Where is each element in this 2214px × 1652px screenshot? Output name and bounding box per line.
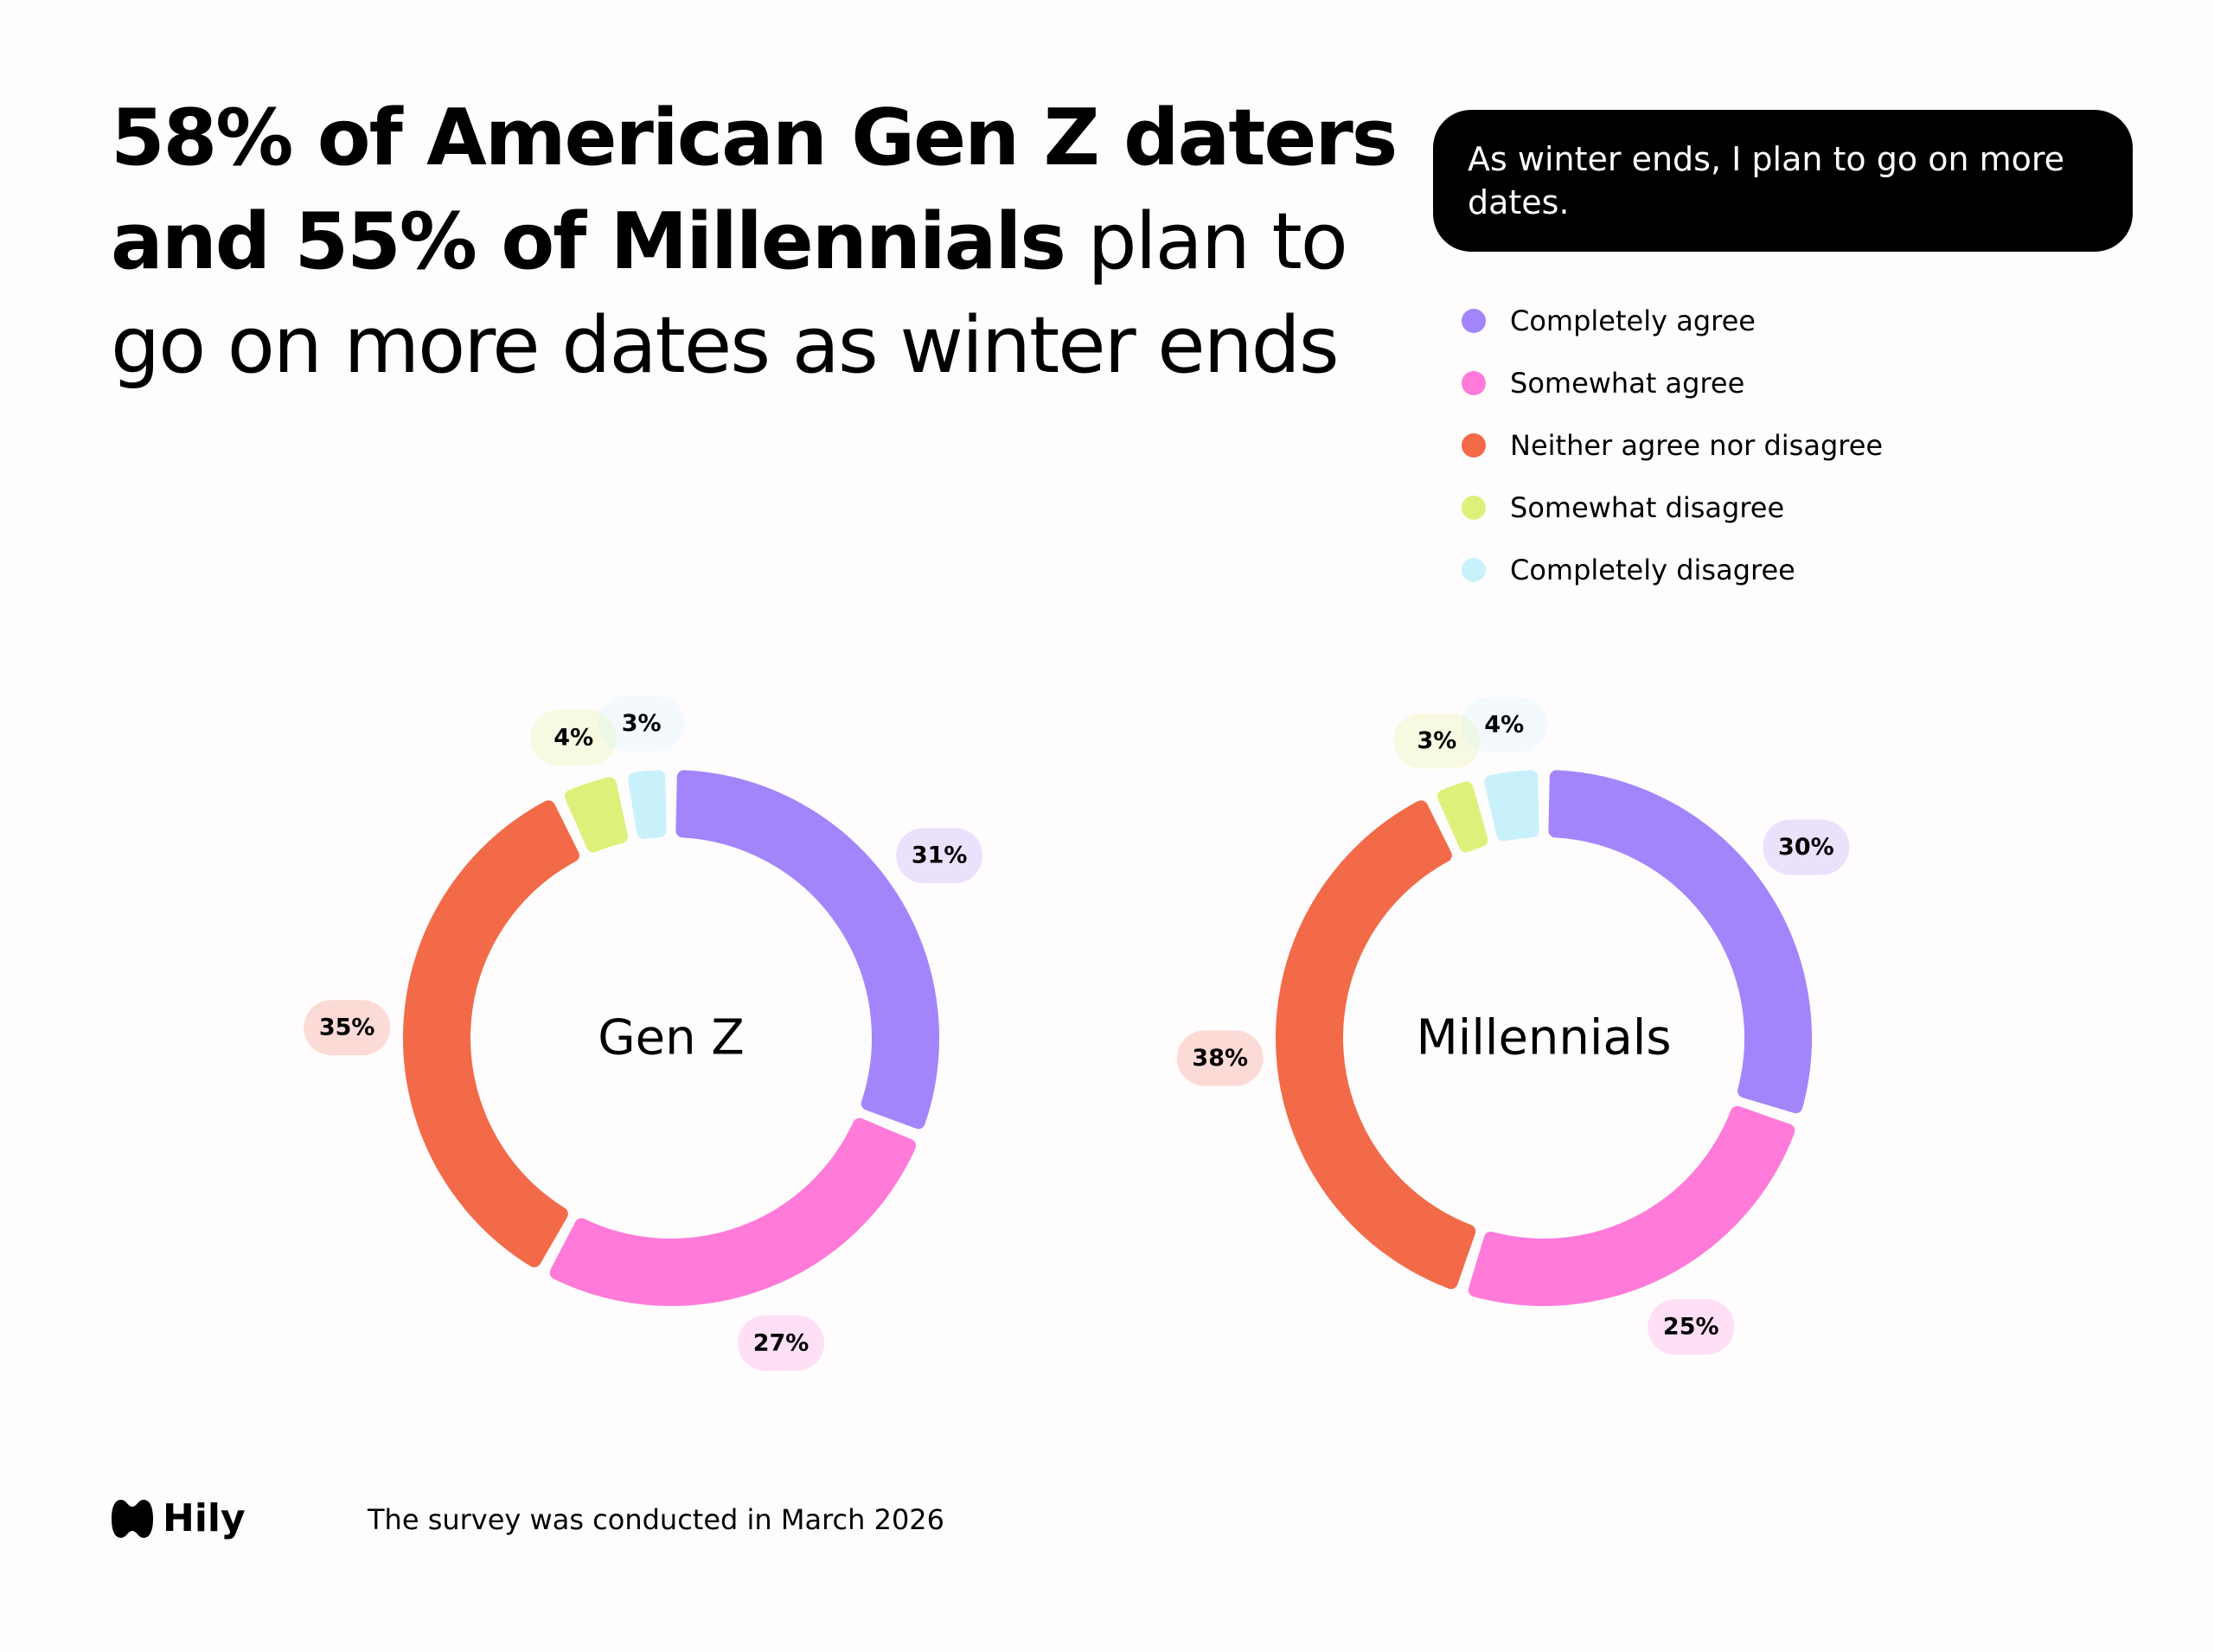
legend: Completely agree Somewhat agree Neither ag… xyxy=(1462,290,1883,601)
question-box: As winter ends, I plan to go on more dat… xyxy=(1433,110,2133,252)
value-label-bg xyxy=(1461,696,1548,752)
legend-label: Completely agree xyxy=(1510,304,1756,337)
legend-label: Neither agree nor disagree xyxy=(1510,429,1884,462)
legend-item: Neither agree nor disagree xyxy=(1462,414,1883,477)
donut-segment xyxy=(628,770,667,840)
value-label-bg xyxy=(598,695,685,752)
title-bold: 58% of American Gen Z daters and 55% of … xyxy=(111,93,1398,287)
value-label: 3% xyxy=(1417,727,1456,754)
footnote: The survey was conducted in March 2026 xyxy=(368,1503,945,1536)
value-label: 31% xyxy=(912,842,968,869)
donut-segment xyxy=(1437,781,1488,853)
value-label-bg xyxy=(1176,1030,1264,1086)
value-label-bg xyxy=(896,828,983,884)
footer: Hily The survey was conducted in March 2… xyxy=(111,1496,944,1540)
legend-item: Completely disagree xyxy=(1462,539,1883,601)
donut-segment xyxy=(1484,770,1539,842)
legend-label: Somewhat agree xyxy=(1510,367,1745,400)
value-label-bg xyxy=(1393,713,1481,769)
value-label-bg xyxy=(304,1000,391,1056)
brand: Hily xyxy=(111,1496,246,1540)
legend-label: Completely disagree xyxy=(1510,554,1795,586)
legend-swatch xyxy=(1462,433,1486,458)
title: 58% of American Gen Z daters and 55% of … xyxy=(111,86,1408,398)
legend-swatch xyxy=(1462,309,1486,333)
donut-center-label: Millennials xyxy=(1416,1010,1671,1066)
donut-segment xyxy=(1276,800,1476,1290)
legend-item: Somewhat agree xyxy=(1462,352,1883,414)
donut-center-label: Gen Z xyxy=(598,1010,745,1066)
value-label: 27% xyxy=(753,1329,809,1356)
legend-swatch xyxy=(1462,558,1486,582)
value-label: 4% xyxy=(554,724,593,751)
value-label-bg xyxy=(1648,1299,1735,1355)
value-label: 25% xyxy=(1663,1314,1719,1341)
value-label-bg xyxy=(738,1315,825,1371)
value-label: 35% xyxy=(319,1015,375,1041)
donut-segment xyxy=(1468,1105,1795,1306)
donut-segment xyxy=(1548,770,1812,1114)
legend-item: Somewhat disagree xyxy=(1462,477,1883,539)
legend-swatch xyxy=(1462,371,1486,395)
value-label: 30% xyxy=(1778,834,1834,861)
legend-label: Somewhat disagree xyxy=(1510,491,1785,524)
value-label: 38% xyxy=(1192,1045,1248,1072)
donut-segment xyxy=(564,777,628,853)
donut-segment xyxy=(403,800,579,1268)
value-label: 4% xyxy=(1484,711,1524,738)
donut-segment xyxy=(675,770,939,1130)
value-label-bg xyxy=(530,709,617,765)
brand-name: Hily xyxy=(163,1496,246,1540)
brand-icon xyxy=(112,1499,153,1538)
legend-item: Completely agree xyxy=(1462,290,1883,352)
value-label: 3% xyxy=(622,710,662,737)
legend-swatch xyxy=(1462,496,1486,520)
value-label-bg xyxy=(1763,819,1850,875)
donut-segment xyxy=(549,1117,917,1306)
title-rest: plan to go on more dates as winter ends xyxy=(111,196,1348,391)
